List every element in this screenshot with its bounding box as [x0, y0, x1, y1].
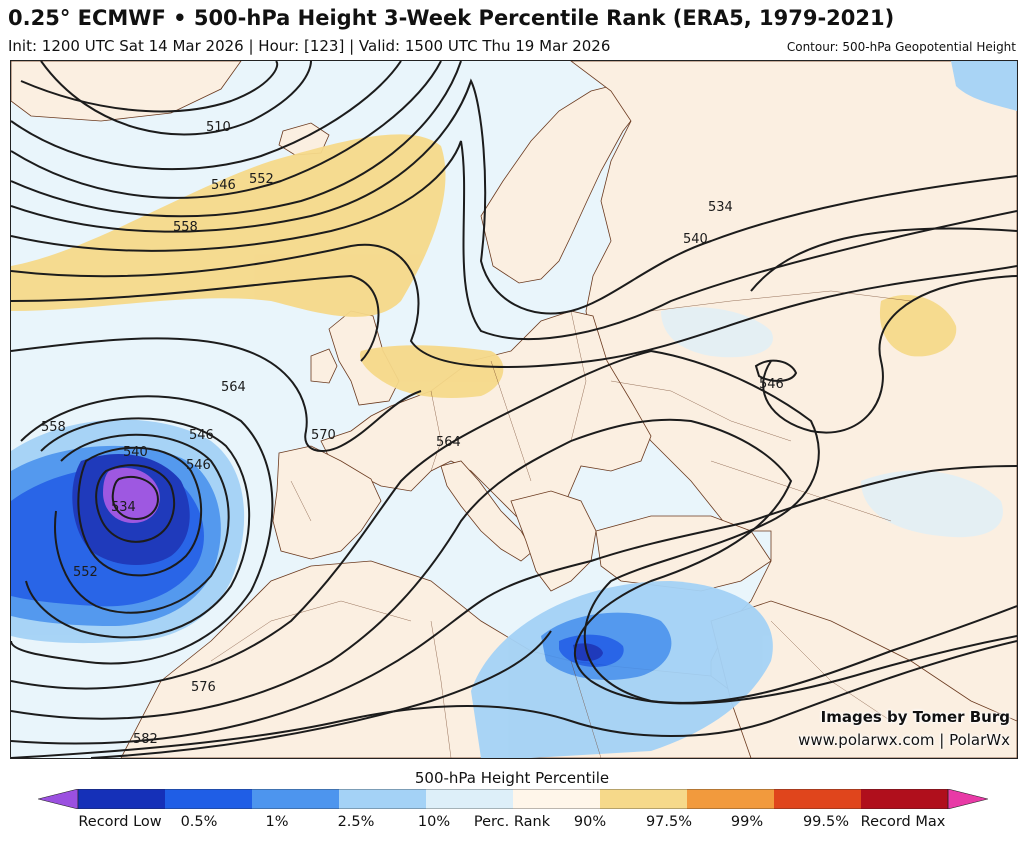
contour-line [11, 61, 442, 199]
colorbar-label: Record Max [860, 814, 946, 830]
contour-line [11, 274, 380, 362]
border-line [490, 360, 532, 482]
chart-title: 0.25° ECMWF • 500-hPa Height 3-Week Perc… [8, 6, 895, 30]
colorbar-record-low-extend [37, 788, 79, 810]
contour-label: 540 [123, 445, 148, 460]
contour-label: 570 [311, 428, 336, 443]
contour-label: 546 [189, 428, 214, 443]
colorbar-label: 90% [573, 814, 607, 830]
border-line [430, 620, 452, 758]
scandinavia [480, 80, 652, 284]
italy [440, 460, 534, 562]
colorbar-label: Record Low [78, 814, 162, 830]
border-line [770, 620, 892, 722]
colorbar-segment [861, 789, 949, 809]
high-90pct-atlantic [11, 134, 446, 317]
contour-line [762, 275, 1017, 434]
colorbar-label: 99.5% [802, 814, 850, 830]
greenland [11, 61, 242, 122]
contour-line [11, 337, 422, 452]
contour-line [11, 640, 1017, 758]
contour-line [20, 61, 279, 113]
credit-website: www.polarwx.com | PolarWx [798, 731, 1010, 749]
high-90pct-europe [360, 345, 504, 398]
contour-label: 546 [211, 178, 236, 193]
border-line [650, 290, 912, 312]
contour-label: 576 [191, 680, 216, 695]
ireland [310, 348, 338, 384]
colorbar-label: 10% [417, 814, 451, 830]
contour-line [11, 140, 1017, 341]
contour-label: 552 [249, 172, 274, 187]
contour-line [11, 61, 462, 218]
contour-line [11, 61, 402, 171]
contour-label: 546 [759, 377, 784, 392]
height-contours [11, 61, 1017, 758]
colorbar-svg [37, 788, 989, 810]
contour-label: 534 [111, 500, 136, 515]
contour-label: 534 [708, 200, 733, 215]
contour-label: 564 [221, 380, 246, 395]
contour-line [11, 395, 274, 665]
contour-line [754, 359, 798, 382]
iberia [272, 445, 382, 560]
contour-line [11, 243, 1017, 368]
contour-label: 552 [73, 565, 98, 580]
colorbar-segment [774, 789, 862, 809]
colorbar-label: Perc. Rank [473, 814, 551, 830]
border-line [430, 390, 442, 472]
contour-line [54, 433, 230, 614]
contour-label: 510 [206, 120, 231, 135]
map-svg: 510 546 552 558 564 570 546 540 534 552 … [11, 61, 1017, 758]
colorbar-segment [78, 789, 166, 809]
colorbar-label: 99% [730, 814, 764, 830]
colorbar-segment [426, 789, 514, 809]
border-line [210, 600, 412, 662]
contour-line [25, 417, 251, 639]
border-line [570, 660, 602, 758]
colorbar [37, 788, 989, 810]
contour-label: 582 [133, 732, 158, 747]
light-blue-east [861, 470, 1003, 538]
contour-labels: 510 546 552 558 564 570 546 540 534 552 … [41, 120, 784, 747]
percentile-shading [11, 61, 1017, 758]
contour-line [40, 61, 312, 136]
map-panel: 510 546 552 558 564 570 546 540 534 552 … [10, 60, 1018, 759]
credit-author: Images by Tomer Burg [820, 708, 1010, 726]
contour-label: 546 [186, 458, 211, 473]
colorbar-segment [600, 789, 688, 809]
chart-subtitle: Init: 1200 UTC Sat 14 Mar 2026 | Hour: [… [8, 37, 611, 55]
colorbar-labels: Record Low 0.5% 1% 2.5% 10% Perc. Rank 90% 97.5… [0, 814, 1024, 834]
colorbar-segment [252, 789, 340, 809]
border-line [610, 380, 792, 442]
contour-line [750, 227, 1017, 292]
contour-label: 564 [436, 435, 461, 450]
colorbar-segment [513, 789, 601, 809]
contour-line [11, 418, 1017, 720]
border-line [710, 460, 892, 522]
contour-line [11, 349, 1017, 704]
contour-line [11, 465, 1017, 745]
contour-label: 558 [41, 420, 66, 435]
colorbar-label: 1% [265, 814, 289, 830]
colorbar-label: 97.5% [645, 814, 693, 830]
contour-note: Contour: 500-hPa Geopotential Height [786, 40, 1016, 54]
colorbar-label: 0.5% [180, 814, 218, 830]
colorbar-label: 2.5% [337, 814, 375, 830]
legend-title: 500-hPa Height Percentile [414, 769, 610, 787]
colorbar-record-max-extend [947, 788, 989, 810]
colorbar-segment [687, 789, 775, 809]
colorbar-segment [339, 789, 427, 809]
contour-line [111, 475, 159, 521]
contour-label: 540 [683, 232, 708, 247]
contour-line [95, 464, 176, 543]
border-line [290, 480, 312, 522]
colorbar-segment [165, 789, 253, 809]
low-10pct-ne [951, 61, 1017, 111]
contour-line [11, 78, 1017, 315]
contour-line [77, 446, 203, 577]
turkey [595, 515, 772, 592]
contour-label: 558 [173, 220, 198, 235]
